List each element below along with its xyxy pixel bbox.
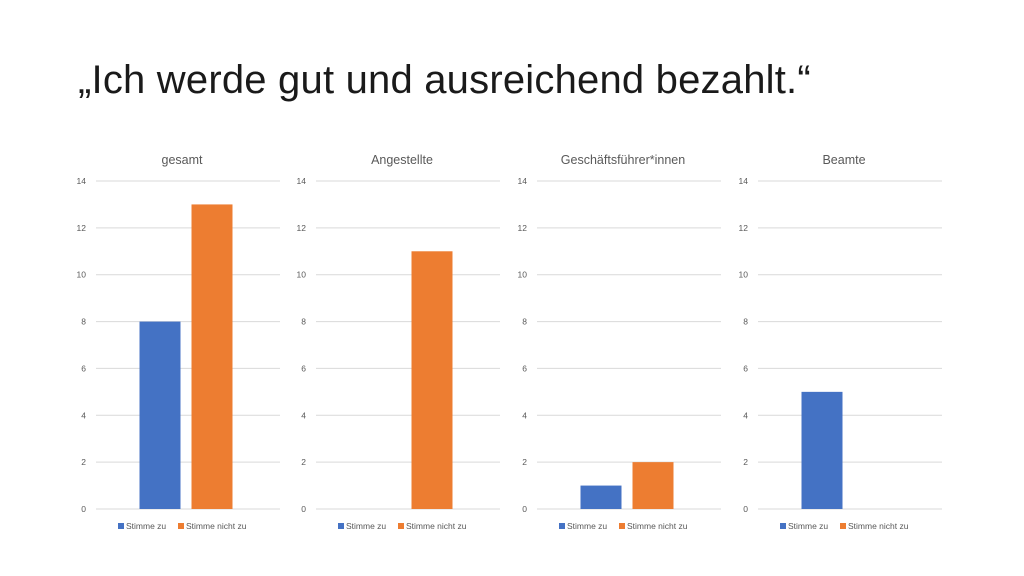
y-tick-label: 14 — [297, 176, 307, 186]
bar-stimme-zu — [139, 321, 181, 509]
legend-swatch — [178, 523, 184, 529]
y-tick-label: 12 — [297, 223, 307, 233]
legend-swatch — [559, 523, 565, 529]
y-tick-label: 6 — [301, 363, 306, 373]
legend: Stimme zu Stimme nicht zu — [559, 521, 688, 531]
legend-label: Stimme nicht zu — [186, 521, 247, 531]
legend: Stimme zu Stimme nicht zu — [338, 521, 467, 531]
y-tick-label: 0 — [81, 504, 86, 514]
y-tick-label: 12 — [739, 223, 749, 233]
legend-label: Stimme zu — [567, 521, 607, 531]
y-tick-label: 2 — [522, 457, 527, 467]
bar-stimme-zu — [801, 391, 843, 509]
chart-panel-2: Angestellte 0 2 4 6 8 10 12 14 Stimme zu Stimme ni… — [297, 153, 500, 531]
y-tick-label: 2 — [743, 457, 748, 467]
y-tick-label: 10 — [518, 270, 528, 280]
y-tick-label: 10 — [739, 270, 749, 280]
y-tick-label: 4 — [301, 410, 306, 420]
y-tick-label: 8 — [743, 317, 748, 327]
legend-label: Stimme zu — [346, 521, 386, 531]
chart-title: Angestellte — [371, 153, 433, 167]
chart-panel-3: Geschäftsführer*innen 0 2 4 6 8 10 12 14 Stimme z… — [518, 153, 721, 531]
legend-swatch — [840, 523, 846, 529]
y-tick-label: 10 — [77, 270, 87, 280]
y-tick-label: 12 — [77, 223, 87, 233]
bar-stimme-nicht-zu — [411, 251, 453, 510]
bar-stimme-nicht-zu — [632, 462, 674, 509]
legend-swatch — [338, 523, 344, 529]
legend-label: Stimme nicht zu — [627, 521, 688, 531]
y-tick-label: 6 — [743, 363, 748, 373]
y-tick-label: 4 — [522, 410, 527, 420]
y-tick-label: 14 — [518, 176, 528, 186]
chart-title: Beamte — [822, 153, 865, 167]
bar-stimme-nicht-zu — [191, 204, 233, 509]
y-tick-label: 2 — [301, 457, 306, 467]
y-tick-label: 0 — [522, 504, 527, 514]
y-tick-label: 14 — [77, 176, 87, 186]
y-tick-label: 0 — [301, 504, 306, 514]
y-tick-label: 4 — [743, 410, 748, 420]
y-tick-label: 8 — [522, 317, 527, 327]
bar-stimme-zu — [580, 485, 622, 509]
legend-swatch — [780, 523, 786, 529]
legend-label: Stimme zu — [126, 521, 166, 531]
y-tick-label: 14 — [739, 176, 749, 186]
legend-label: Stimme nicht zu — [406, 521, 467, 531]
chart-panel-1: gesamt 0 2 4 6 8 10 12 14 Stimme zu Stimme nicht z… — [77, 153, 280, 531]
legend-swatch — [118, 523, 124, 529]
chart-title: gesamt — [162, 153, 204, 167]
y-tick-label: 0 — [743, 504, 748, 514]
y-tick-label: 2 — [81, 457, 86, 467]
legend-swatch — [619, 523, 625, 529]
legend: Stimme zu Stimme nicht zu — [780, 521, 909, 531]
slide-title: „Ich werde gut und ausreichend bezahlt.“ — [78, 58, 811, 102]
legend: Stimme zu Stimme nicht zu — [118, 521, 247, 531]
legend-label: Stimme nicht zu — [848, 521, 909, 531]
y-tick-label: 12 — [518, 223, 528, 233]
legend-swatch — [398, 523, 404, 529]
y-tick-label: 8 — [81, 317, 86, 327]
chart-title: Geschäftsführer*innen — [561, 153, 685, 167]
y-tick-label: 6 — [522, 363, 527, 373]
legend-label: Stimme zu — [788, 521, 828, 531]
y-tick-label: 4 — [81, 410, 86, 420]
y-tick-label: 8 — [301, 317, 306, 327]
y-tick-label: 10 — [297, 270, 307, 280]
y-tick-label: 6 — [81, 363, 86, 373]
chart-panel-4: Beamte 0 2 4 6 8 10 12 14 Stimme zu Stimme nicht z… — [739, 153, 942, 531]
